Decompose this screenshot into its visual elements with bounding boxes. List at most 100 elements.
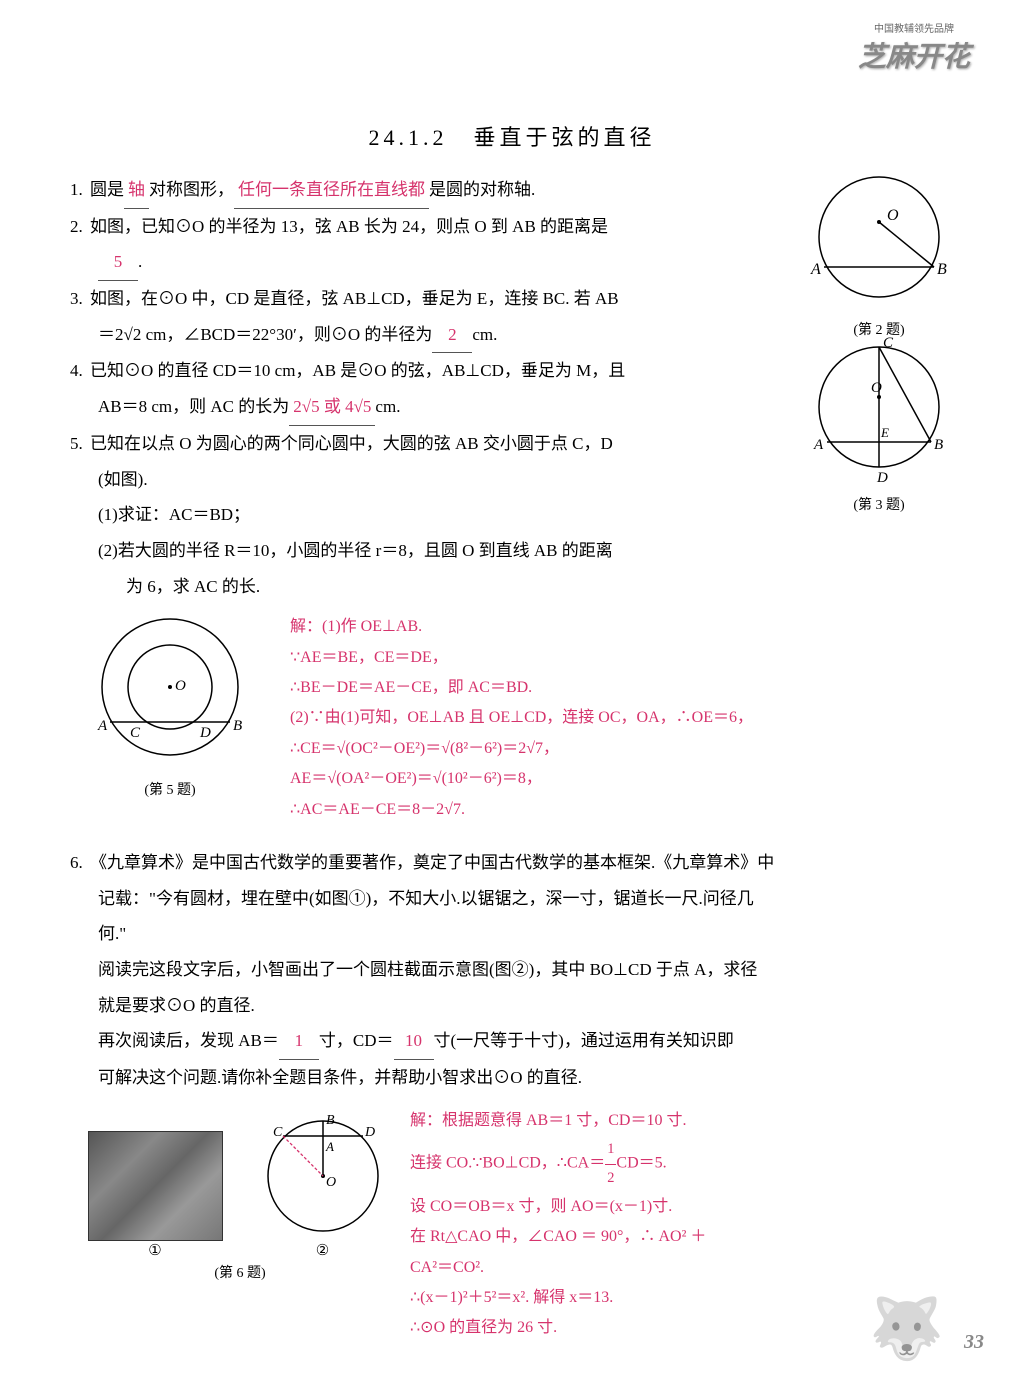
content: O A B (第 2 题) O C D A B E (70, 172, 954, 1344)
q5-sol-l4: (2)∵由(1)可知，OE⊥AB 且 OE⊥CD，连接 OC，OA，∴OE＝6， (290, 703, 753, 733)
figure-6: ① C D B A O (70, 1106, 410, 1282)
q4-ans: 2√5 或 4√5 (289, 389, 375, 426)
q5-sol-l3: ∴BE－DE＝AE－CE，即 AC＝BD. (290, 673, 753, 703)
q6-l4: 阅读完这段文字后，小智画出了一个圆柱截面示意图(图②)，其中 BO⊥CD 于点 … (98, 952, 954, 988)
q6-frac-n: 1 (605, 1136, 616, 1164)
svg-text:B: B (937, 261, 947, 278)
page: 中国教辅领先品牌 芝麻开花 24.1.2 垂直于弦的直径 O A B (第 2 … (0, 0, 1024, 1384)
q6-l2: 记载："今有圆材，埋在壁中(如图①)，不知大小.以锯锯之，深一寸，锯道长一尺.问… (98, 881, 954, 917)
q3-ans: 2 (432, 317, 472, 354)
q3-l2b: cm. (472, 325, 497, 344)
svg-text:C: C (883, 335, 894, 351)
q3-cont: ＝2√2 cm，∠BCD＝22°30′，则⊙O 的半径为2cm. (98, 317, 778, 354)
q1-ans1: 轴 (124, 172, 149, 209)
q3-l2a: ＝2√2 cm，∠BCD＝22°30′，则⊙O 的半径为 (98, 325, 432, 344)
q6-l6a: 再次阅读后，发现 AB＝ (98, 1031, 279, 1050)
figure-6-diagram-wrap: C D B A O ② (253, 1106, 393, 1260)
q6-sol-l3: 设 CO＝OB＝x 寸，则 AO＝(x－1)寸. (410, 1192, 954, 1222)
svg-text:O: O (326, 1175, 336, 1190)
q1-pre: 圆是 (90, 180, 124, 199)
q6-ans1: 1 (279, 1023, 319, 1060)
q5-sol-l5: ∴CE＝√(OC²－OE²)＝√(8²－6²)＝2√7， (290, 734, 753, 764)
svg-text:O: O (887, 207, 899, 224)
logo-tagline: 中国教辅领先品牌 (874, 20, 954, 35)
svg-text:A: A (810, 261, 821, 278)
q1-num: 1. (70, 172, 90, 208)
q5-sol-l1: 解：(1)作 OE⊥AB. (290, 612, 753, 642)
svg-text:O: O (871, 380, 882, 396)
q1-post: 是圆的对称轴. (429, 180, 535, 199)
q5: 5.已知在以点 O 为圆心的两个同心圆中，大圆的弦 AB 交小圆于点 C，D (70, 426, 750, 462)
q6-l6-wrap: 再次阅读后，发现 AB＝1寸，CD＝10寸(一尺等于十寸)，通过运用有关知识即 (98, 1023, 954, 1060)
svg-text:D: D (876, 470, 888, 486)
q5-sub2b: 为 6，求 AC 的长. (126, 569, 954, 605)
figure-6-label1: ① (88, 1241, 223, 1260)
q2-text: 如图，已知⊙O 的半径为 13，弦 AB 长为 24，则点 O 到 AB 的距离… (90, 217, 608, 236)
q6-sol-frac: 12 (605, 1136, 616, 1192)
figure-5-caption: (第 5 题) (70, 779, 270, 799)
q6-bottom: ① C D B A O (70, 1106, 954, 1344)
svg-text:A: A (813, 437, 824, 453)
figure-6-label2: ② (253, 1241, 393, 1260)
svg-text:B: B (326, 1113, 335, 1128)
q6-sol-l5: CA²＝CO². (410, 1253, 954, 1283)
svg-text:O: O (175, 678, 186, 694)
q5-sub2: (2)若大圆的半径 R＝10，小圆的半径 r＝8，且圆 O 到直线 AB 的距离 (98, 533, 778, 569)
figure-5-svg: O A C D B (75, 612, 265, 772)
q3-l1: 如图，在⊙O 中，CD 是直径，弦 AB⊥CD，垂足为 E，连接 BC. 若 A… (90, 289, 619, 308)
q6-ans2: 10 (394, 1023, 434, 1060)
figure-5: O A C D B (第 5 题) (70, 612, 270, 799)
logo-brand: 芝麻开花 (858, 35, 970, 75)
q6-sol-l2b: CD＝5. (616, 1155, 666, 1172)
figure-6-photo (88, 1131, 223, 1241)
q5-solution-block: O A C D B (第 5 题) 解：(1)作 OE⊥AB. ∵AE＝BE，C… (70, 612, 954, 825)
q1-ans2: 任何一条直径所在直线都 (234, 172, 429, 209)
q4-l2a: AB＝8 cm，则 AC 的长为 (98, 397, 289, 416)
q5-solution: 解：(1)作 OE⊥AB. ∵AE＝BE，CE＝DE， ∴BE－DE＝AE－CE… (290, 612, 753, 825)
svg-text:D: D (364, 1125, 375, 1140)
section-title: 24.1.2 垂直于弦的直径 (70, 120, 954, 152)
q6-num: 6. (70, 845, 90, 881)
q5-sol-l7: ∴AC＝AE－CE＝8－2√7. (290, 795, 753, 825)
q5-sol-l2: ∵AE＝BE，CE＝DE， (290, 643, 753, 673)
q4: 4.已知⊙O 的直径 CD＝10 cm，AB 是⊙O 的弦，AB⊥CD，垂足为 … (70, 353, 750, 389)
q3-num: 3. (70, 281, 90, 317)
q2: 2.如图，已知⊙O 的半径为 13，弦 AB 长为 24，则点 O 到 AB 的… (70, 209, 750, 245)
q3: 3.如图，在⊙O 中，CD 是直径，弦 AB⊥CD，垂足为 E，连接 BC. 若… (70, 281, 750, 317)
q2-num: 2. (70, 209, 90, 245)
figure-2-svg: O A B (799, 172, 959, 312)
figure-3-svg: O C D A B E (799, 327, 959, 487)
q4-l1: 已知⊙O 的直径 CD＝10 cm，AB 是⊙O 的弦，AB⊥CD，垂足为 M，… (90, 361, 625, 380)
q1: 1.圆是轴对称图形，任何一条直径所在直线都是圆的对称轴. (70, 172, 770, 209)
svg-text:C: C (130, 725, 141, 741)
q6-sol-l2a: 连接 CO.∵BO⊥CD，∴CA＝ (410, 1155, 605, 1172)
q6-l7: 可解决这个问题.请你补全题目条件，并帮助小智求出⊙O 的直径. (98, 1060, 954, 1096)
q5-num: 5. (70, 426, 90, 462)
q4-l2b: cm. (375, 397, 400, 416)
svg-text:A: A (97, 718, 108, 734)
q6-sol-l4: 在 Rt△CAO 中，∠CAO ＝ 90°，∴ AO² ＋ (410, 1222, 954, 1252)
svg-text:B: B (934, 437, 943, 453)
figure-6-svg: C D B A O (253, 1106, 393, 1236)
q5-l1: 已知在以点 O 为圆心的两个同心圆中，大圆的弦 AB 交小圆于点 C，D (90, 434, 613, 453)
svg-text:A: A (325, 1139, 334, 1154)
svg-text:E: E (880, 425, 889, 440)
wolf-watermark-icon: 🐺 (869, 1293, 944, 1364)
figure-3-caption: (第 3 题) (794, 494, 964, 514)
q1-mid: 对称图形， (149, 180, 234, 199)
q2-ans: 5 (98, 244, 138, 281)
svg-text:C: C (273, 1125, 283, 1140)
figure-6-row: ① C D B A O (88, 1106, 393, 1260)
brand-logo: 中国教辅领先品牌 芝麻开花 (834, 20, 994, 80)
q5-sol-l6: AE＝√(OA²－OE²)＝√(10²－6²)＝8， (290, 764, 753, 794)
q6-frac-d: 2 (605, 1165, 616, 1192)
page-number: 33 (964, 1331, 984, 1354)
figure-6-photo-wrap: ① (88, 1131, 223, 1260)
figure-2: O A B (第 2 题) (794, 172, 964, 339)
q6-l6c: 寸(一尺等于十寸)，通过运用有关知识即 (434, 1031, 734, 1050)
q6-l1: 《九章算术》是中国古代数学的重要著作，奠定了中国古代数学的基本框架.《九章算术》… (90, 853, 774, 872)
svg-text:D: D (199, 725, 211, 741)
figure-3: O C D A B E (第 3 题) (794, 327, 964, 514)
q6: 6.《九章算术》是中国古代数学的重要著作，奠定了中国古代数学的基本框架.《九章算… (70, 845, 954, 1344)
svg-text:B: B (233, 718, 242, 734)
